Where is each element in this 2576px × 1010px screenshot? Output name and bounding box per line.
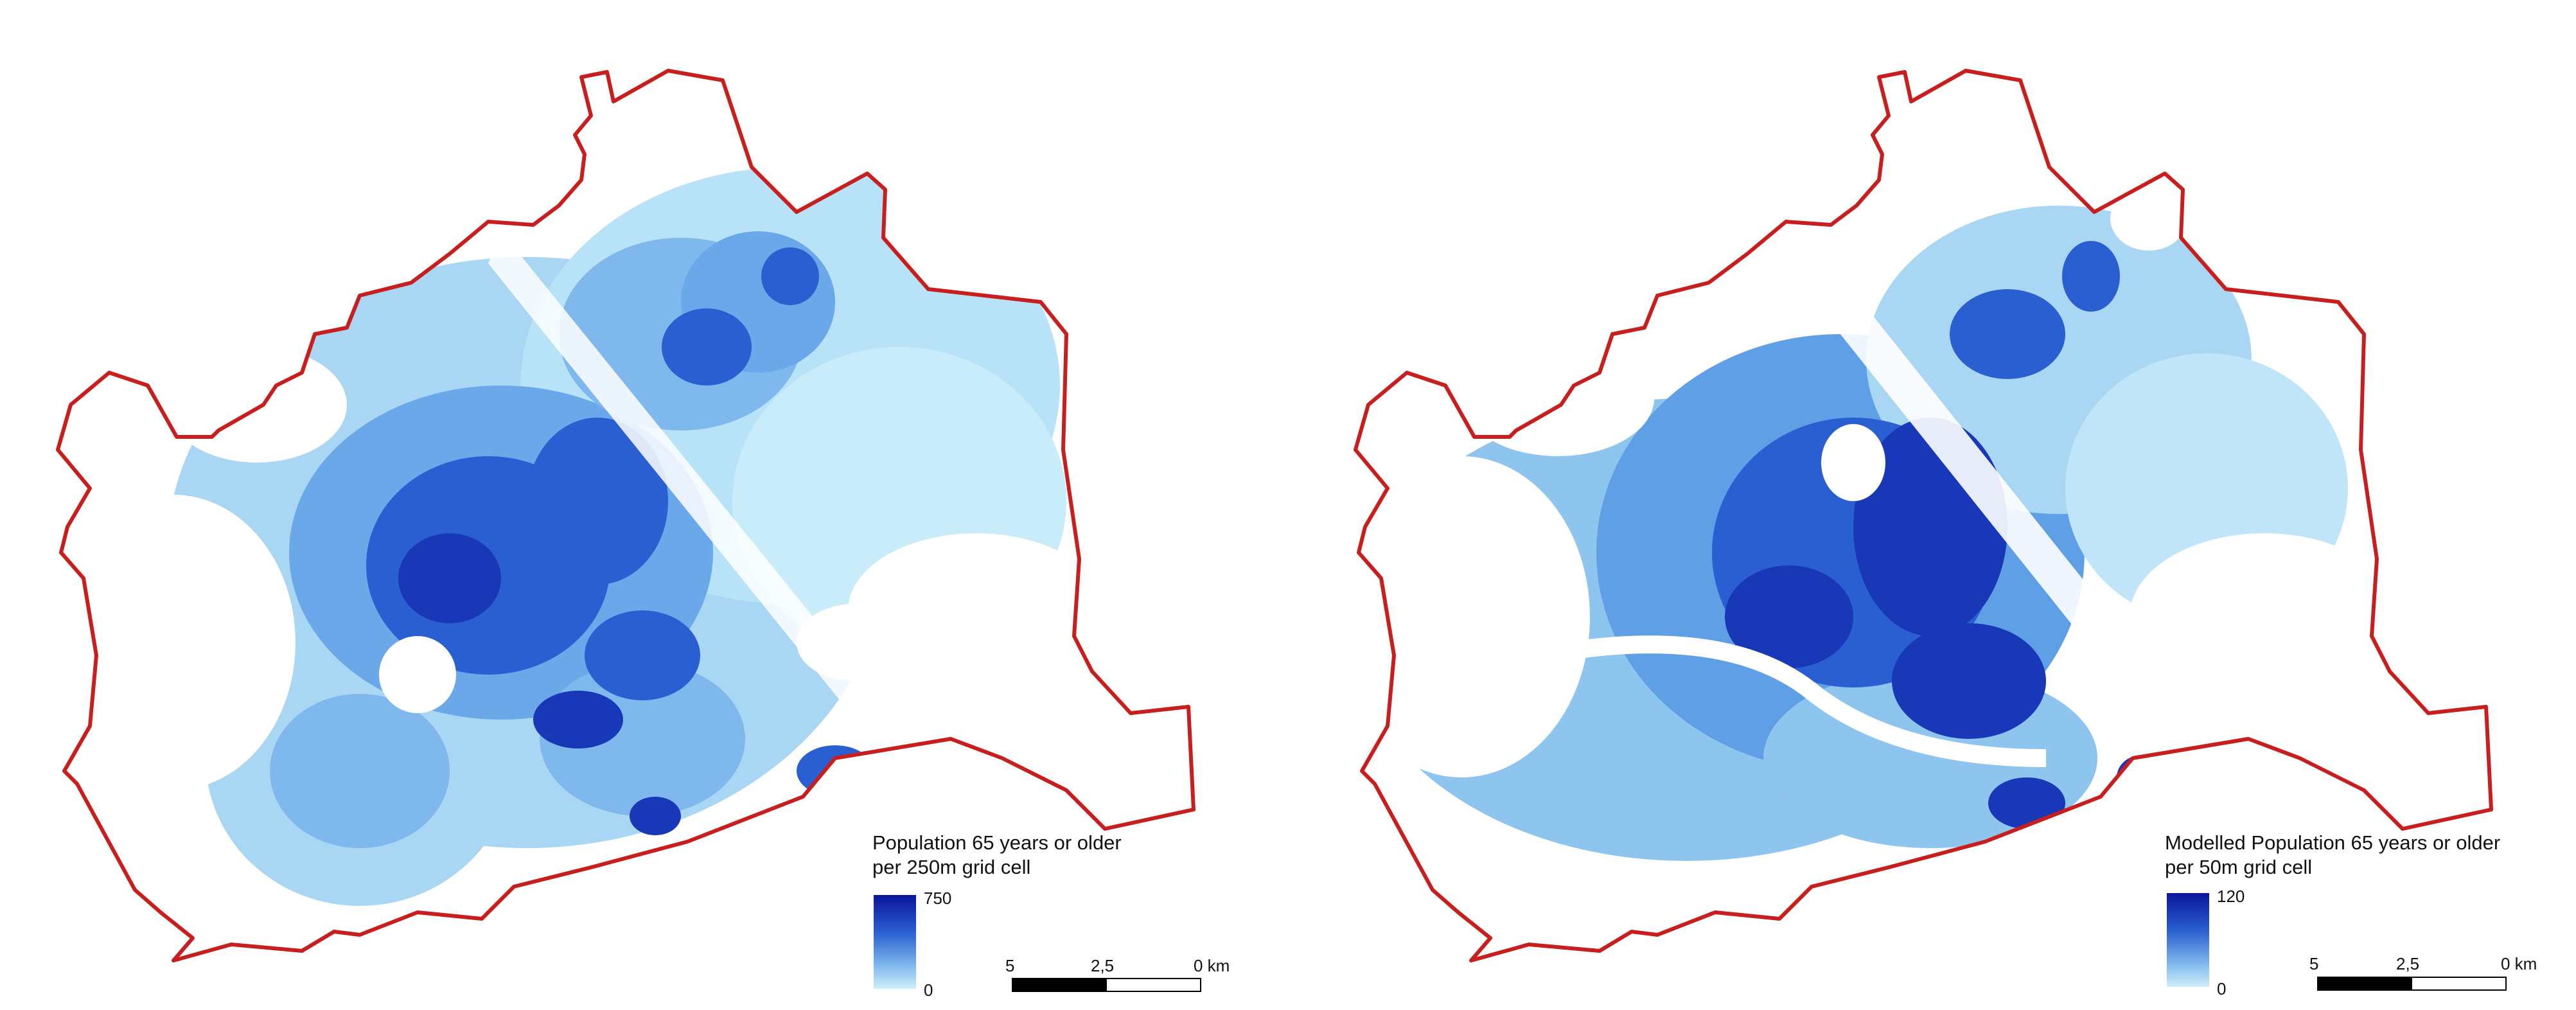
- legend-title-line1: Modelled Population 65 years or older: [2165, 831, 2501, 854]
- scale-bar-black-segment: [1013, 979, 1107, 991]
- scalebar-label-mid: 2,5: [1091, 956, 1115, 975]
- scale-bar: [1012, 978, 1201, 992]
- city-boundary: [56, 69, 1195, 962]
- legend-max-value: 750: [924, 889, 952, 908]
- legend-title-line2: per 250m grid cell: [872, 856, 1031, 878]
- legend-max-value: 120: [2217, 887, 2245, 906]
- map-panel-left: Population 65 years or older per 250m gr…: [56, 69, 1230, 1000]
- scalebar-label-right: 0 km: [2501, 954, 2537, 973]
- city-boundary: [1354, 69, 2493, 962]
- scale-bar: [2317, 977, 2507, 991]
- scalebar-label-left: 5: [2309, 954, 2319, 973]
- population-map-250m: [56, 69, 1195, 962]
- scale-bar-black-segment: [2318, 978, 2412, 989]
- legend-min-value: 0: [924, 980, 933, 1000]
- map-panel-right: Modelled Population 65 years or older pe…: [1288, 0, 2576, 1010]
- population-map-50m: [1354, 69, 2493, 962]
- scalebar-label-left: 5: [1005, 956, 1015, 975]
- scalebar-label-mid: 2,5: [2396, 954, 2420, 973]
- legend-color-ramp: [2167, 893, 2209, 987]
- density-cells: [58, 71, 1156, 961]
- legend-color-ramp: [874, 895, 916, 989]
- legend-title-line1: Population 65 years or older: [872, 831, 1122, 854]
- legend-title-line2: per 50m grid cell: [2165, 856, 2313, 878]
- scalebar-label-right: 0 km: [1194, 956, 1230, 975]
- density-cells: [1355, 71, 2491, 961]
- legend-min-value: 0: [2217, 979, 2227, 998]
